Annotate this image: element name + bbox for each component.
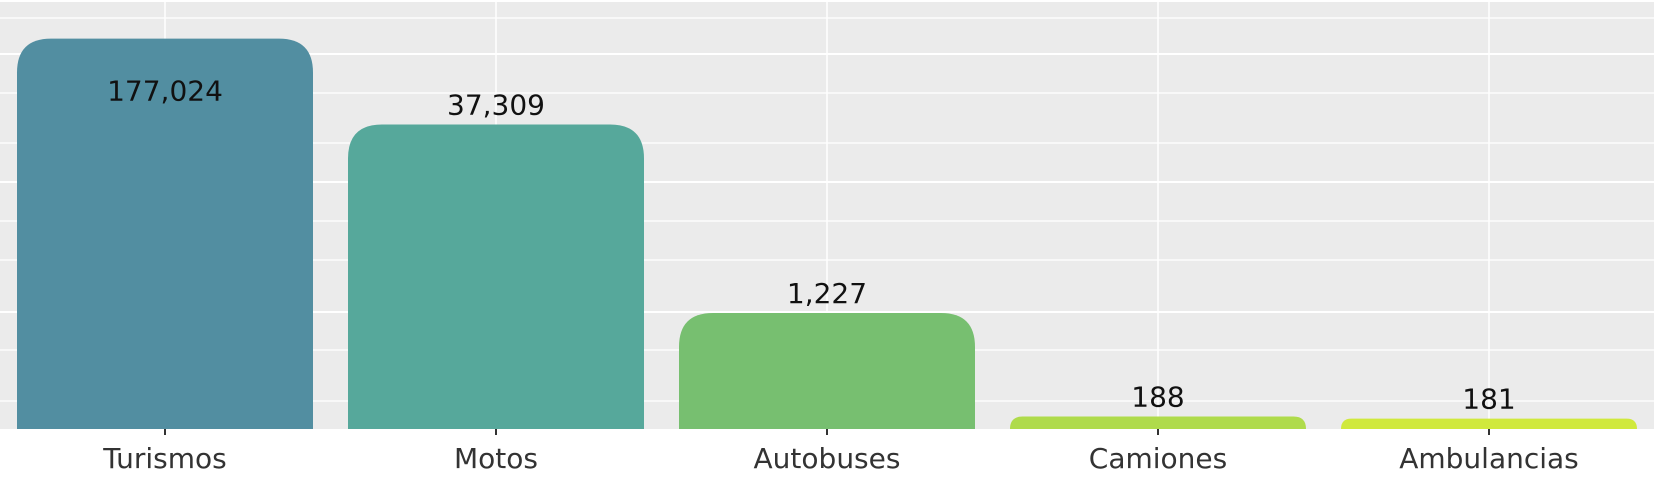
x-tick-label: Autobuses [754, 442, 901, 475]
bars-layer [17, 38, 1637, 430]
bar-motos [348, 124, 644, 430]
bar-ambulancias [1341, 418, 1637, 429]
value-label: 181 [1462, 383, 1515, 416]
x-tick-label: Ambulancias [1399, 442, 1579, 475]
value-label: 1,227 [787, 277, 867, 310]
x-tick-label: Camiones [1089, 442, 1227, 475]
bar-turismos [17, 38, 313, 429]
value-label: 188 [1131, 381, 1184, 414]
bar-autobuses [679, 312, 975, 429]
value-label: 37,309 [447, 89, 545, 122]
bar-camiones [1010, 416, 1306, 429]
value-label: 177,024 [107, 75, 223, 108]
x-tick-label: Turismos [102, 442, 226, 475]
x-tick-label: Motos [454, 442, 538, 475]
value-labels-layer: 177,024 37,309 1,227 188 181 [107, 75, 1516, 416]
x-axis-ticks-layer: Turismos Motos Autobuses Camiones Ambulancia… [102, 429, 1579, 475]
